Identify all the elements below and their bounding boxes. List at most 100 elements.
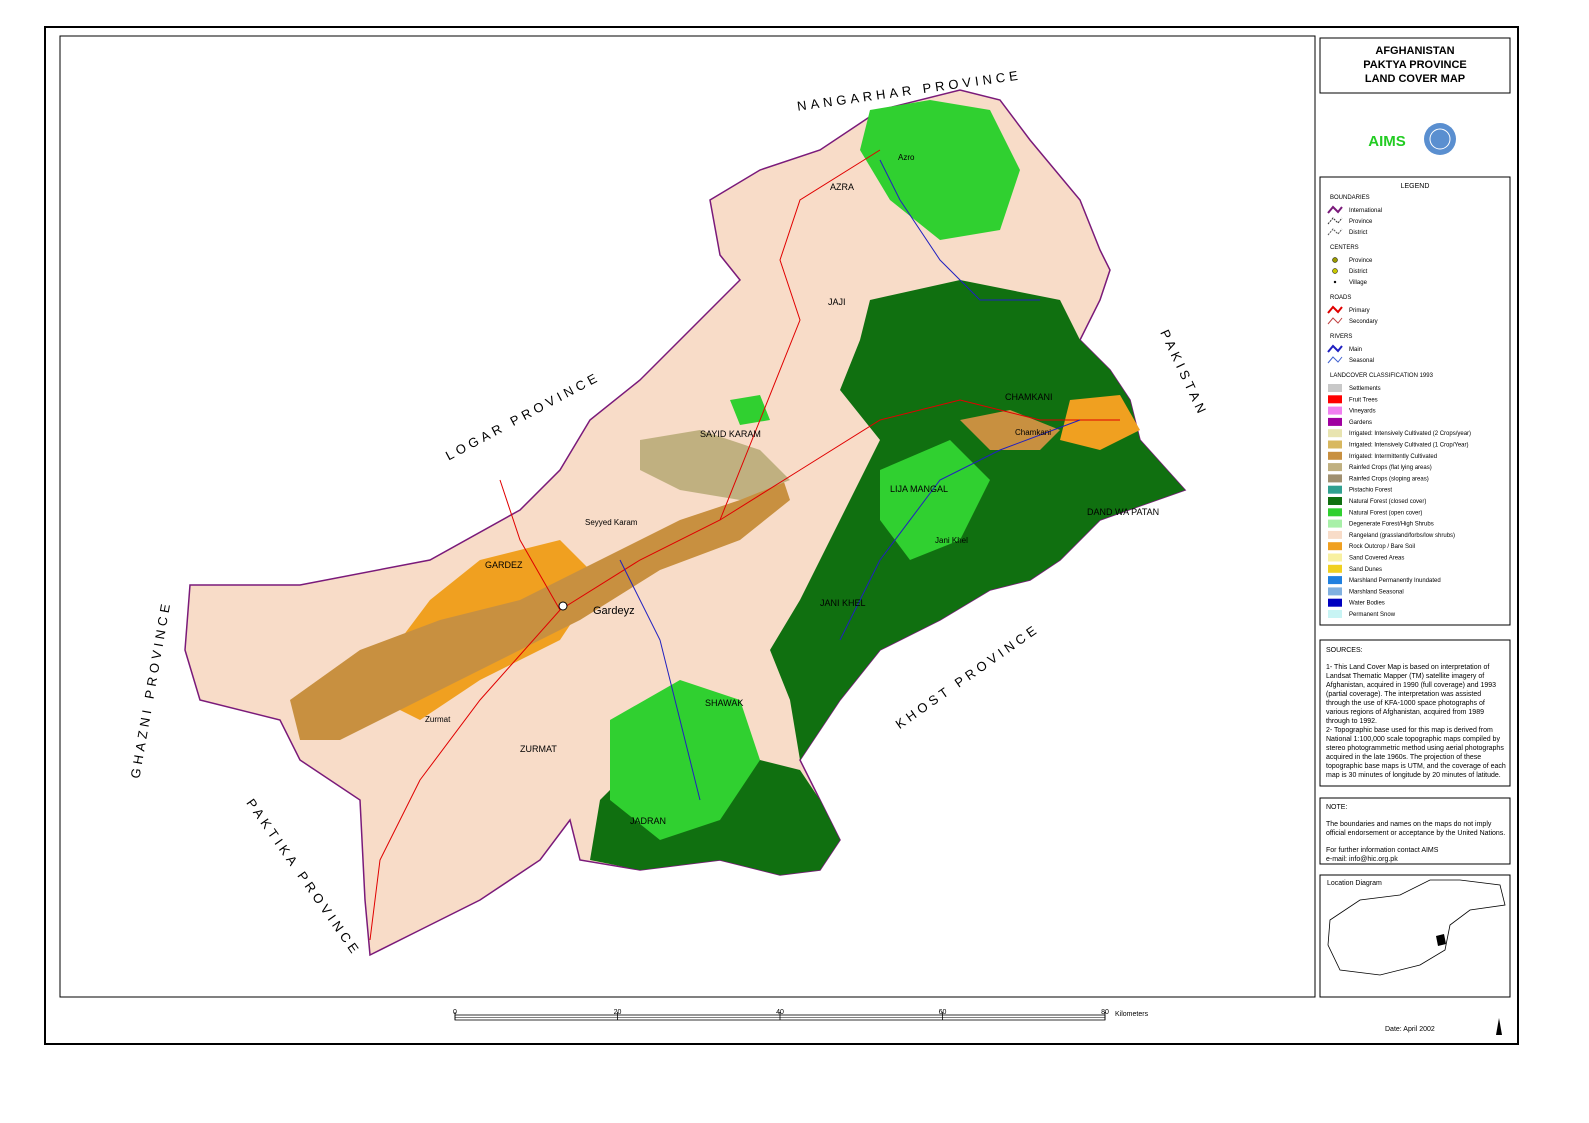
title-line: AFGHANISTAN — [1375, 45, 1454, 57]
legend-label: Sand Covered Areas — [1349, 556, 1404, 562]
legend-box — [1319, 176, 1511, 626]
legend-label: Rainfed Crops (sloping areas) — [1349, 476, 1429, 482]
note-paragraph: The boundaries and names on the maps do … — [1326, 821, 1506, 837]
legend-label: Rock Outcrop / Bare Soil — [1349, 544, 1415, 550]
legend-label: International — [1349, 208, 1382, 214]
legend-point — [1332, 268, 1338, 274]
legend-label: Degenerate Forest/High Shrubs — [1349, 522, 1434, 528]
place-label: Zurmat — [425, 715, 451, 724]
legend-label: Permanent Snow — [1349, 612, 1396, 618]
note-paragraph: e-mail: info@hic.org.pk — [1326, 856, 1398, 863]
logo-text: AIMS — [1368, 133, 1406, 150]
legend-label: Natural Forest (closed cover) — [1349, 499, 1426, 505]
paktya-location — [1436, 934, 1446, 946]
sources-heading: SOURCES: — [1326, 647, 1363, 654]
province-center — [558, 601, 568, 611]
legend-label: Marshland Seasonal — [1349, 589, 1404, 595]
legend-swatch — [1328, 519, 1342, 528]
legend-point — [1333, 280, 1337, 284]
legend-swatch — [1328, 587, 1342, 596]
scale-tick-label: 20 — [614, 1009, 622, 1016]
legend-label: Province — [1349, 219, 1373, 225]
note-paragraph: For further information contact AIMS — [1326, 847, 1439, 854]
rivers — [619, 159, 1081, 801]
un-emblem-ring — [1429, 128, 1451, 150]
legend-swatch — [1328, 576, 1342, 585]
sources-paragraph: 2- Topographic base used for this map is… — [1326, 727, 1506, 779]
district-label: AZRA — [830, 182, 854, 192]
legend-swatch — [1328, 598, 1342, 607]
legend-swatch — [1328, 508, 1342, 517]
legend-label: Rainfed Crops (flat lying areas) — [1349, 465, 1432, 471]
title-line: PAKTYA PROVINCE — [1363, 59, 1467, 71]
scale-tick-label: 60 — [939, 1009, 947, 1016]
district-label: GARDEZ — [485, 560, 523, 570]
un-emblem — [1424, 123, 1456, 155]
district-label: SAYID KARAM — [700, 429, 761, 439]
forest-open — [610, 100, 1020, 840]
scale-tick-label: 40 — [776, 1009, 784, 1016]
legend-swatch — [1328, 417, 1342, 426]
legend-swatch — [1328, 429, 1342, 438]
irrigated — [290, 410, 1060, 740]
date: Date: April 2002 — [1385, 1026, 1435, 1033]
legend-label: Sand Dunes — [1349, 567, 1382, 573]
note-text: NOTE: The boundaries and names on the map… — [1326, 803, 1506, 864]
legend-label: Pistachio Forest — [1349, 488, 1392, 494]
legend-swatch — [1328, 610, 1342, 618]
legend-label: Irrigated: Intermittently Cultivated — [1349, 454, 1437, 460]
place-label: Gardeyz — [593, 605, 635, 617]
legend-line — [1327, 344, 1343, 353]
legend-label: Water Bodies — [1349, 601, 1385, 607]
legend-label: Main — [1349, 347, 1362, 353]
legend-label: Village — [1349, 280, 1368, 286]
legend-label: Gardens — [1349, 420, 1372, 426]
legend-line — [1327, 356, 1343, 364]
legend-line — [1327, 217, 1343, 225]
sources-text: SOURCES: 1- This Land Cover Map is based … — [1326, 646, 1506, 780]
district-label: JAJI — [828, 297, 846, 307]
note-heading: NOTE: — [1326, 804, 1348, 811]
legend-heading: LANDCOVER CLASSIFICATION 1993 — [1330, 373, 1434, 379]
legend-swatch — [1328, 463, 1342, 472]
legend-swatch — [1328, 497, 1342, 505]
legend-heading: CENTERS — [1330, 245, 1359, 251]
district-label: SHAWAK — [705, 698, 743, 708]
note-box — [1319, 797, 1511, 865]
legend-label: Settlements — [1349, 386, 1381, 392]
legend-label: Irrigated: Intensively Cultivated (2 Cro… — [1349, 431, 1471, 437]
legend-label: Vineyards — [1349, 409, 1376, 415]
place-label: Jani Khel — [935, 536, 968, 545]
legend-swatch — [1328, 553, 1342, 562]
title-box — [1319, 37, 1511, 94]
legend-heading: RIVERS — [1330, 334, 1352, 340]
legend-line — [1327, 205, 1343, 214]
legend-line — [1327, 305, 1343, 314]
sources-box — [1319, 639, 1511, 787]
north-arrow — [1496, 1018, 1502, 1035]
legend-swatch — [1328, 384, 1342, 392]
district-label: ZURMAT — [520, 744, 557, 754]
legend-label: Rangeland (grassland/forbs/low shrubs) — [1349, 533, 1455, 539]
legend-swatch — [1328, 440, 1342, 449]
legend-swatch — [1328, 530, 1342, 539]
legend-label: Seasonal — [1349, 358, 1374, 364]
legend-heading: BOUNDARIES — [1330, 195, 1370, 201]
legend-point — [1332, 257, 1338, 263]
legend-label: District — [1349, 269, 1368, 275]
legend-line — [1327, 228, 1343, 236]
legend-label: Irrigated: Intensively Cultivated (1 Cro… — [1349, 443, 1469, 449]
legend-heading: ROADS — [1330, 295, 1351, 301]
legend-title: LEGEND — [1401, 183, 1430, 190]
sources-paragraph: 1- This Land Cover Map is based on inter… — [1326, 664, 1497, 725]
place-label: Azro — [898, 153, 915, 162]
rainfed — [640, 430, 790, 500]
title-line: LAND COVER MAP — [1365, 73, 1465, 85]
legend-line — [1327, 317, 1343, 325]
scale-bar: 0 20 40 60 80 Kilometers — [453, 1009, 1149, 1021]
legend-label: Province — [1349, 258, 1373, 264]
location-label: Location Diagram — [1327, 880, 1382, 887]
legend-label: Fruit Trees — [1349, 397, 1378, 403]
